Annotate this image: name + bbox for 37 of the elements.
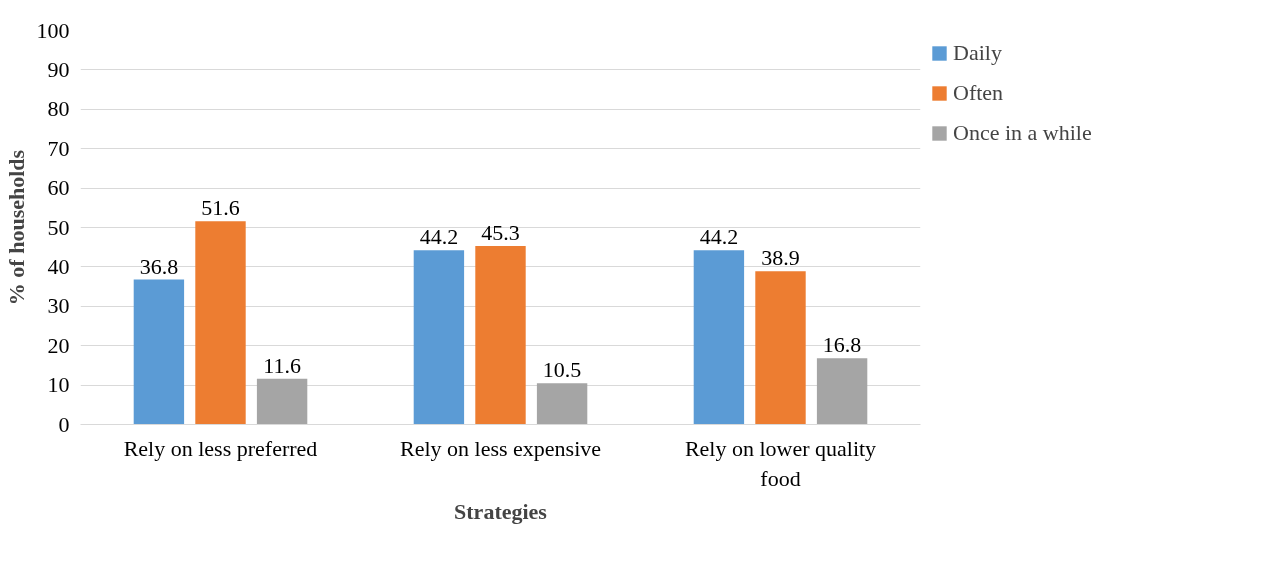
data-label: 44.2: [699, 224, 739, 250]
y-tick-label: 80: [47, 96, 70, 122]
data-label: 10.5: [542, 357, 582, 383]
y-tick-label: 10: [47, 372, 70, 398]
data-label: 44.2: [419, 224, 459, 250]
x-axis-title: Strategies: [454, 498, 548, 524]
bar: [755, 271, 806, 425]
data-label: 36.8: [139, 253, 179, 279]
y-tick-label: 90: [47, 56, 70, 82]
y-tick-label: 100: [36, 17, 70, 43]
legend-label: Daily: [953, 40, 1002, 66]
y-tick-label: 60: [47, 175, 70, 201]
legend-label: Often: [953, 80, 1004, 106]
bar: [536, 383, 588, 425]
data-label: 16.8: [822, 332, 862, 358]
bar: [195, 221, 246, 425]
data-label: 11.6: [263, 352, 301, 378]
y-axis-title: % of households: [3, 149, 29, 306]
data-label: 38.9: [761, 245, 800, 271]
bar: [133, 279, 185, 425]
bar: [816, 358, 868, 425]
y-tick-label: 40: [47, 253, 70, 279]
y-tick-label: 70: [47, 135, 70, 161]
bar: [475, 246, 526, 425]
x-tick-label: Rely on lower quality food: [684, 435, 877, 491]
bar: [256, 378, 308, 425]
y-tick-label: 0: [58, 411, 70, 437]
bar: [413, 250, 465, 425]
bar: [693, 250, 745, 425]
y-tick-label: 50: [47, 214, 70, 240]
data-label: 51.6: [201, 195, 240, 221]
x-tick-label: Rely on less preferred: [123, 435, 318, 461]
y-tick-label: 20: [47, 332, 70, 358]
x-tick-label: Rely on less expensive: [399, 435, 602, 461]
data-label: 45.3: [481, 220, 520, 246]
y-tick-label: 30: [47, 293, 70, 319]
legend-label: Once in a while: [953, 120, 1092, 146]
